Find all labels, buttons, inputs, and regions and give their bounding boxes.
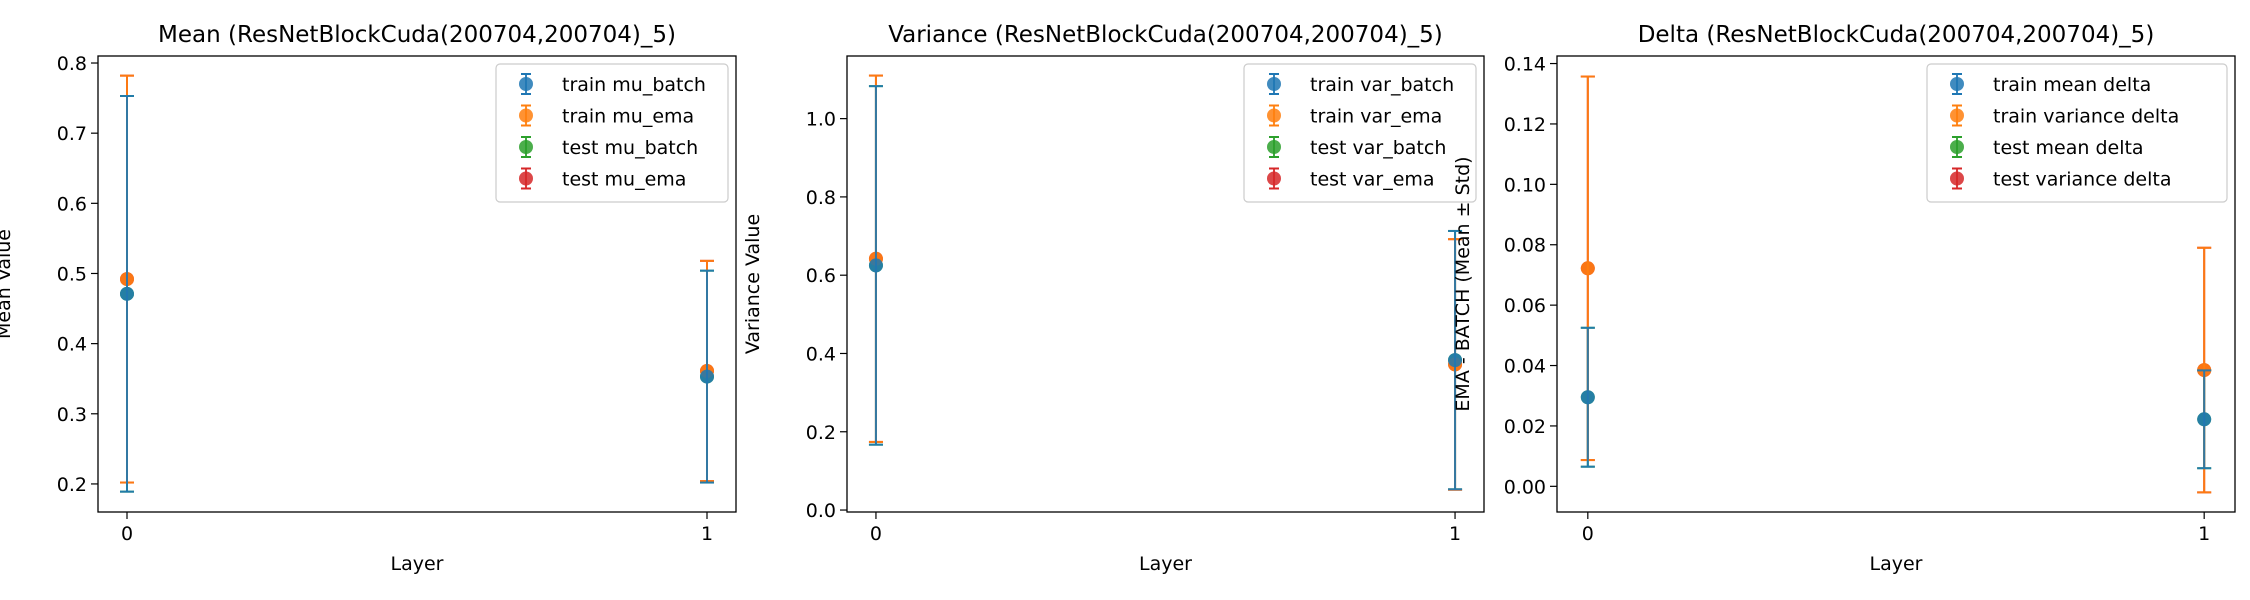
y-tick-label: 0.06 — [1504, 295, 1546, 317]
y-tick-label: 0.12 — [1504, 114, 1546, 136]
legend-marker — [519, 108, 533, 123]
y-tick-label: 0.08 — [1504, 235, 1546, 257]
chart-panel-2: Delta (ResNetBlockCuda(200704,200704)_5)… — [1452, 22, 2236, 575]
legend-marker — [519, 171, 533, 186]
legend-marker — [1267, 108, 1281, 123]
x-tick-label: 0 — [1582, 523, 1594, 545]
legend-box — [1926, 63, 2228, 203]
legend-label: test var_ema — [1310, 169, 1435, 191]
x-tick-label: 0 — [870, 523, 882, 545]
y-tick-label: 0.6 — [57, 193, 87, 215]
y-tick-label: 0.8 — [806, 187, 836, 209]
y-tick-label: 0.0 — [806, 500, 836, 522]
y-tick-label: 0.2 — [806, 422, 836, 444]
x-axis-label: Layer — [391, 553, 444, 575]
axes-frame — [846, 55, 1485, 513]
data-point — [1580, 390, 1595, 405]
y-tick-label: 0.6 — [806, 265, 836, 287]
legend-label: train var_ema — [1310, 106, 1442, 128]
y-tick-label: 0.00 — [1504, 476, 1546, 498]
data-point — [120, 286, 134, 301]
y-tick-label: 0.3 — [57, 404, 87, 426]
legend-marker — [1267, 140, 1281, 154]
legend-marker — [1267, 77, 1281, 91]
legend-label: test var_batch — [1310, 137, 1446, 159]
y-tick-label: 0.04 — [1504, 356, 1546, 378]
y-tick-label: 0.4 — [806, 343, 836, 365]
legend-label: test variance delta — [1993, 169, 2172, 191]
legend-box — [495, 63, 729, 203]
chart-title: Variance (ResNetBlockCuda(200704,200704)… — [888, 22, 1443, 48]
legend-marker — [519, 140, 533, 154]
legend-label: test mu_ema — [562, 169, 686, 191]
legend-marker — [1950, 108, 1964, 123]
x-axis-label: Layer — [1139, 553, 1192, 575]
data-point — [1448, 353, 1463, 368]
y-axis-label: Mean Value — [0, 229, 15, 339]
y-tick-label: 0.10 — [1504, 174, 1546, 196]
axes-frame — [1556, 55, 2236, 513]
x-tick-label: 0 — [121, 523, 133, 545]
legend-label: train mean delta — [1993, 74, 2151, 96]
y-tick-label: 0.4 — [57, 334, 87, 356]
x-axis-label: Layer — [1870, 553, 1923, 575]
legend-box — [1243, 63, 1477, 203]
legend-label: test mean delta — [1993, 137, 2144, 159]
legend-marker — [1950, 77, 1964, 91]
legend-label: train variance delta — [1993, 106, 2179, 128]
legend-label: test mu_batch — [562, 137, 698, 159]
chart-panel-1: Variance (ResNetBlockCuda(200704,200704)… — [742, 22, 1485, 575]
data-point — [2197, 412, 2212, 427]
data-point — [700, 369, 714, 384]
y-tick-label: 0.5 — [57, 263, 87, 285]
legend-marker — [1950, 140, 1964, 154]
legend-label: train mu_ema — [562, 106, 694, 128]
y-tick-label: 0.2 — [57, 474, 87, 496]
axes-frame — [97, 55, 737, 513]
y-tick-label: 0.8 — [57, 53, 87, 75]
x-tick-label: 1 — [2198, 523, 2210, 545]
legend-label: train mu_batch — [562, 74, 706, 96]
y-axis-label: EMA - BATCH (Mean ± Std) — [1452, 156, 1474, 411]
y-axis-label: Variance Value — [742, 214, 764, 354]
data-point — [868, 258, 883, 273]
legend-marker — [1267, 171, 1281, 186]
y-tick-label: 0.02 — [1504, 416, 1546, 438]
x-tick-label: 1 — [701, 523, 713, 545]
y-tick-label: 0.7 — [57, 123, 87, 145]
chart-panel-0: Mean (ResNetBlockCuda(200704,200704)_5) L… — [0, 22, 737, 575]
legend-label: train var_batch — [1310, 74, 1454, 96]
y-tick-label: 1.0 — [806, 109, 836, 131]
y-tick-label: 0.14 — [1504, 54, 1546, 76]
chart-title: Mean (ResNetBlockCuda(200704,200704)_5) — [158, 22, 676, 48]
legend-marker — [519, 77, 533, 91]
data-point — [1580, 261, 1595, 276]
x-tick-label: 1 — [1449, 523, 1461, 545]
chart-title: Delta (ResNetBlockCuda(200704,200704)_5) — [1638, 22, 2155, 48]
legend-marker — [1950, 171, 1964, 186]
